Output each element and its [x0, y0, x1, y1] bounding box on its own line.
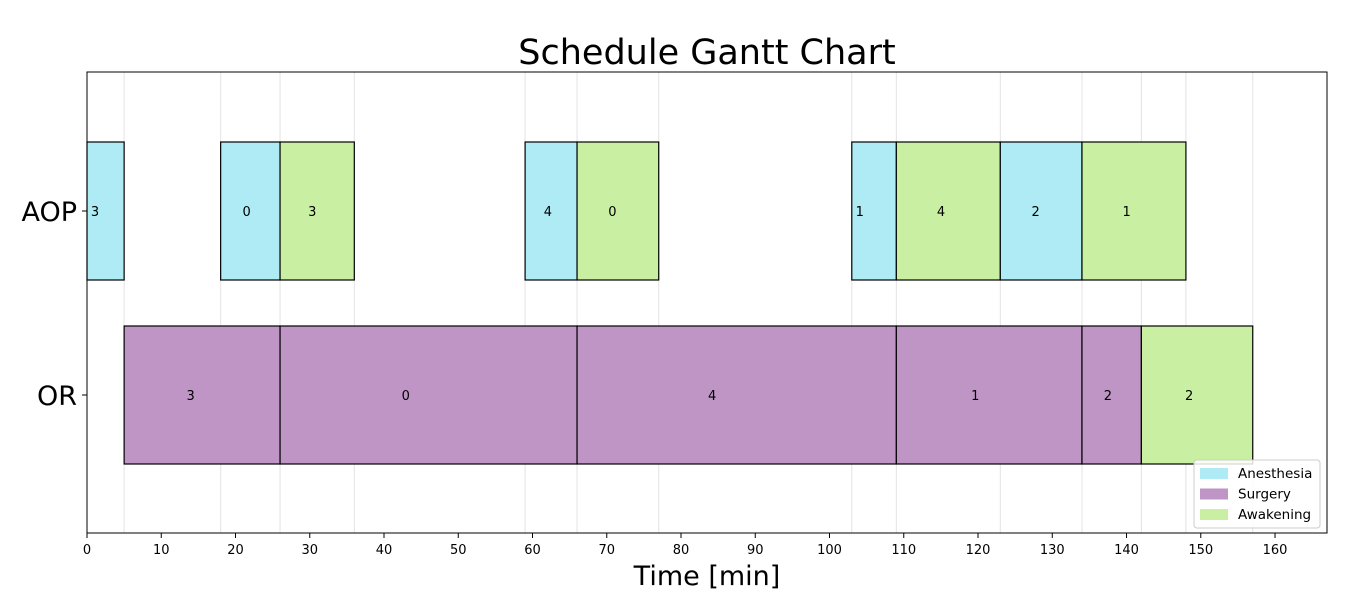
x-tick-label: 30 — [301, 543, 318, 558]
x-tick-label: 140 — [1114, 543, 1139, 558]
plot-frame — [86, 71, 1328, 534]
task-bar-or-surgery — [123, 325, 281, 465]
task-bar-aop-awakening — [576, 141, 660, 281]
y-axis: AOP OR — [21, 197, 87, 412]
x-tick-label: 80 — [673, 543, 690, 558]
task-bar-or-surgery — [279, 325, 578, 465]
task-bar-or-surgery — [895, 325, 1083, 465]
x-tick-label: 50 — [450, 543, 467, 558]
x-tick-label: 0 — [83, 543, 91, 558]
task-bar-label: 3 — [186, 389, 194, 404]
legend-label: Surgery — [1238, 487, 1291, 503]
task-bar-label: 1 — [1122, 205, 1130, 220]
task-bars: 3 0 3 4 0 1 4 2 1 3 0 4 1 2 2 — [86, 141, 1254, 465]
task-bar-or-awakening — [1140, 325, 1254, 465]
chart-title: Schedule Gantt Chart — [518, 33, 895, 73]
task-bar-label: 3 — [91, 205, 99, 220]
task-bar-aop-awakening — [895, 141, 1001, 281]
task-bar-label: 0 — [402, 389, 410, 404]
task-bar-aop-anesthesia — [999, 141, 1083, 281]
task-bar-label: 2 — [1185, 389, 1193, 404]
task-bar-aop-awakening — [1081, 141, 1187, 281]
y-tick-label: AOP — [21, 197, 77, 228]
legend-label: Awakening — [1238, 507, 1311, 523]
task-bar-label: 4 — [708, 389, 716, 404]
legend-swatch-anesthesia — [1200, 468, 1228, 479]
x-tick-label: 40 — [376, 543, 393, 558]
task-bar-label: 3 — [308, 205, 316, 220]
task-bar-aop-awakening — [279, 141, 355, 281]
x-tick-label: 100 — [817, 543, 842, 558]
x-axis: 0 10 20 30 40 50 60 70 80 90 100 110 120 130 140 150 160 — [83, 533, 1288, 558]
legend-label: Anesthesia — [1238, 466, 1312, 482]
legend-swatch-surgery — [1200, 488, 1228, 500]
task-bar-label: 4 — [937, 205, 945, 220]
task-bar-aop-anesthesia — [524, 141, 578, 281]
x-axis-label: Time [min] — [633, 561, 781, 592]
legend: Anesthesia Surgery Awakening — [1193, 459, 1321, 529]
x-tick-label: 150 — [1188, 543, 1213, 558]
task-bar-label: 4 — [544, 205, 552, 220]
x-tick-label: 60 — [524, 543, 541, 558]
x-tick-label: 120 — [966, 543, 991, 558]
x-tick-label: 10 — [153, 543, 170, 558]
task-bar-label: 2 — [1031, 205, 1039, 220]
x-tick-label: 110 — [891, 543, 916, 558]
x-tick-label: 160 — [1263, 543, 1288, 558]
task-bar-label: 0 — [608, 205, 616, 220]
x-tick-label: 90 — [747, 543, 764, 558]
task-bar-label: 0 — [242, 205, 250, 220]
task-bar-label: 1 — [856, 205, 864, 220]
legend-swatch-awakening — [1200, 509, 1228, 520]
task-bar-label: 1 — [971, 389, 979, 404]
task-bar-or-surgery — [576, 325, 897, 465]
y-tick-label: OR — [37, 381, 77, 412]
x-tick-label: 130 — [1040, 543, 1065, 558]
x-tick-label: 70 — [598, 543, 615, 558]
x-tick-label: 20 — [227, 543, 244, 558]
task-bar-label: 2 — [1104, 389, 1112, 404]
task-bar-aop-anesthesia — [86, 141, 125, 281]
